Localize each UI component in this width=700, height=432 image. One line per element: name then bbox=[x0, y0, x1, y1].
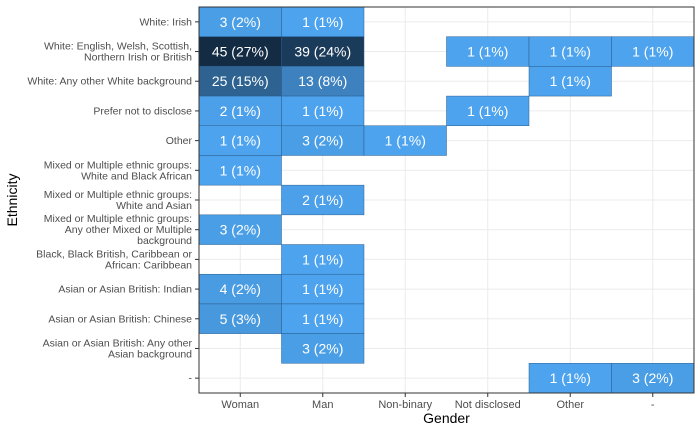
y-tick-label-line: Northern Irish or British bbox=[84, 52, 192, 64]
heatmap-cell bbox=[281, 95, 365, 127]
y-tick-label-line: White: Irish bbox=[139, 16, 192, 28]
x-tick-label: Not disclosed bbox=[455, 399, 521, 411]
heatmap-cell bbox=[198, 95, 282, 127]
y-tick-label: Prefer not to disclose bbox=[93, 105, 192, 117]
heatmap-cell bbox=[198, 155, 282, 186]
cell-value-label: 1 (1%) bbox=[302, 311, 343, 327]
y-tick-label: - bbox=[189, 373, 193, 385]
y-tick-label: Black, Black British, Caribbean or Africa… bbox=[36, 248, 192, 271]
cell-value-label: 1 (1%) bbox=[302, 14, 343, 30]
x-tick-label: Non-binary bbox=[378, 399, 432, 411]
y-tick-label: Asian or Asian British: Indian bbox=[58, 284, 192, 296]
heatmap-cell bbox=[281, 273, 365, 305]
heatmap-cell bbox=[611, 36, 695, 67]
cell-value-label: 13 (8%) bbox=[298, 73, 347, 89]
y-axis: White: Irish White: English, Welsh, Scott… bbox=[27, 16, 199, 385]
x-tick-label: Man bbox=[312, 399, 333, 411]
y-tick-label-line: White: Any other White background bbox=[27, 76, 192, 88]
y-tick-label-line: Asian or Asian British: Indian bbox=[58, 284, 192, 296]
y-tick-label-line: White and Black African bbox=[81, 170, 192, 182]
heatmap-cell bbox=[281, 66, 365, 97]
y-tick-label: Asian or Asian British: Chinese bbox=[48, 313, 192, 325]
cell-value-label: 45 (27%) bbox=[212, 44, 269, 60]
y-tick-label: White: English, Welsh, Scottish, Northern… bbox=[44, 41, 192, 64]
heatmap-cell bbox=[281, 184, 365, 216]
x-axis: Woman Man Non-binary Not disclosed Other - bbox=[221, 393, 655, 411]
heatmap-cell bbox=[281, 6, 365, 37]
cell-value-label: 3 (2%) bbox=[302, 340, 343, 356]
y-tick-label-line: Prefer not to disclose bbox=[93, 105, 192, 117]
cell-value-label: 39 (24%) bbox=[294, 44, 351, 60]
cell-value-label: 1 (1%) bbox=[632, 44, 673, 60]
heatmap-cell bbox=[446, 95, 530, 127]
y-tick-label: Mixed or Multiple ethnic groups: White an… bbox=[44, 159, 192, 182]
heatmap-cell bbox=[198, 273, 282, 305]
x-tick-label: Woman bbox=[221, 399, 259, 411]
y-tick-label-line: Mixed or Multiple ethnic groups: bbox=[44, 189, 192, 201]
cell-value-label: 1 (1%) bbox=[550, 44, 591, 60]
y-tick-label-line: - bbox=[189, 373, 193, 385]
cell-value-label: 3 (2%) bbox=[220, 222, 261, 238]
y-tick-label: Mixed or Multiple ethnic groups: Any othe… bbox=[44, 213, 192, 247]
heatmap-cell bbox=[198, 125, 282, 156]
y-tick-label-line: background bbox=[137, 235, 192, 247]
x-tick-label: - bbox=[651, 399, 655, 411]
y-tick-label: Other bbox=[166, 135, 193, 147]
cell-value-label: 1 (1%) bbox=[385, 133, 426, 149]
cell-value-label: 1 (1%) bbox=[220, 162, 261, 178]
y-tick-label: Asian or Asian British: Any other Asian b… bbox=[43, 337, 193, 360]
heatmap-cells bbox=[198, 6, 695, 394]
heatmap-cell bbox=[198, 36, 282, 67]
cell-value-label: 1 (1%) bbox=[467, 44, 508, 60]
y-tick-label-line: Mixed or Multiple ethnic groups: bbox=[44, 159, 192, 171]
cell-value-label: 1 (1%) bbox=[302, 251, 343, 267]
x-axis-title: Gender bbox=[423, 410, 470, 426]
cell-value-label: 5 (3%) bbox=[220, 311, 261, 327]
y-tick-label-line: White: English, Welsh, Scottish, bbox=[44, 41, 192, 53]
y-tick-label-line: Asian background bbox=[108, 348, 192, 360]
cell-value-label: 1 (1%) bbox=[302, 281, 343, 297]
cell-value-label: 4 (2%) bbox=[220, 281, 261, 297]
heatmap-cell bbox=[198, 66, 282, 97]
y-tick-label-line: Asian or Asian British: Chinese bbox=[48, 313, 192, 325]
heatmap-cell bbox=[611, 363, 695, 394]
heatmap-cell bbox=[446, 36, 530, 67]
cell-value-label: 3 (2%) bbox=[302, 133, 343, 149]
heatmap-cell bbox=[281, 244, 365, 275]
y-tick-label-line: Asian or Asian British: Any other bbox=[43, 337, 193, 349]
cell-value-label: 2 (1%) bbox=[302, 192, 343, 208]
y-tick-label: White: Any other White background bbox=[27, 76, 192, 88]
y-tick-label-line: Black, Black British, Caribbean or bbox=[36, 248, 192, 260]
cell-value-label: 25 (15%) bbox=[212, 73, 269, 89]
y-tick-label: Mixed or Multiple ethnic groups: White an… bbox=[44, 189, 192, 212]
y-tick-label-line: Mixed or Multiple ethnic groups: bbox=[44, 213, 192, 225]
heatmap-cell bbox=[198, 214, 282, 245]
heatmap-cell bbox=[281, 125, 365, 156]
heatmap-cell bbox=[363, 125, 447, 156]
heatmap-cell bbox=[528, 66, 612, 97]
cell-value-label: 1 (1%) bbox=[467, 103, 508, 119]
cell-value-label: 1 (1%) bbox=[220, 133, 261, 149]
y-tick-label: White: Irish bbox=[139, 16, 192, 28]
cell-value-label: 1 (1%) bbox=[302, 103, 343, 119]
cell-value-label: 1 (1%) bbox=[550, 370, 591, 386]
heatmap-cell bbox=[281, 303, 365, 334]
cell-value-label: 3 (2%) bbox=[632, 370, 673, 386]
x-tick-label: Other bbox=[556, 399, 584, 411]
cell-value-label: 1 (1%) bbox=[550, 73, 591, 89]
y-axis-title: Ethnicity bbox=[4, 174, 20, 227]
heatmap-cell bbox=[198, 303, 282, 334]
heatmap-cell bbox=[281, 333, 365, 364]
y-tick-label-line: Other bbox=[166, 135, 193, 147]
cell-value-label: 2 (1%) bbox=[220, 103, 261, 119]
cell-labels: 3 (2%) 1 (1%) 45 (27%) 39 (24%) 1 (1%) 1 (1%)… bbox=[212, 14, 674, 386]
y-tick-label-line: White and Asian bbox=[116, 200, 192, 212]
heatmap-cell bbox=[281, 36, 365, 67]
y-tick-label-line: African: Caribbean bbox=[105, 259, 192, 271]
cell-value-label: 3 (2%) bbox=[220, 14, 261, 30]
y-tick-label-line: Any other Mixed or Multiple bbox=[65, 224, 192, 236]
